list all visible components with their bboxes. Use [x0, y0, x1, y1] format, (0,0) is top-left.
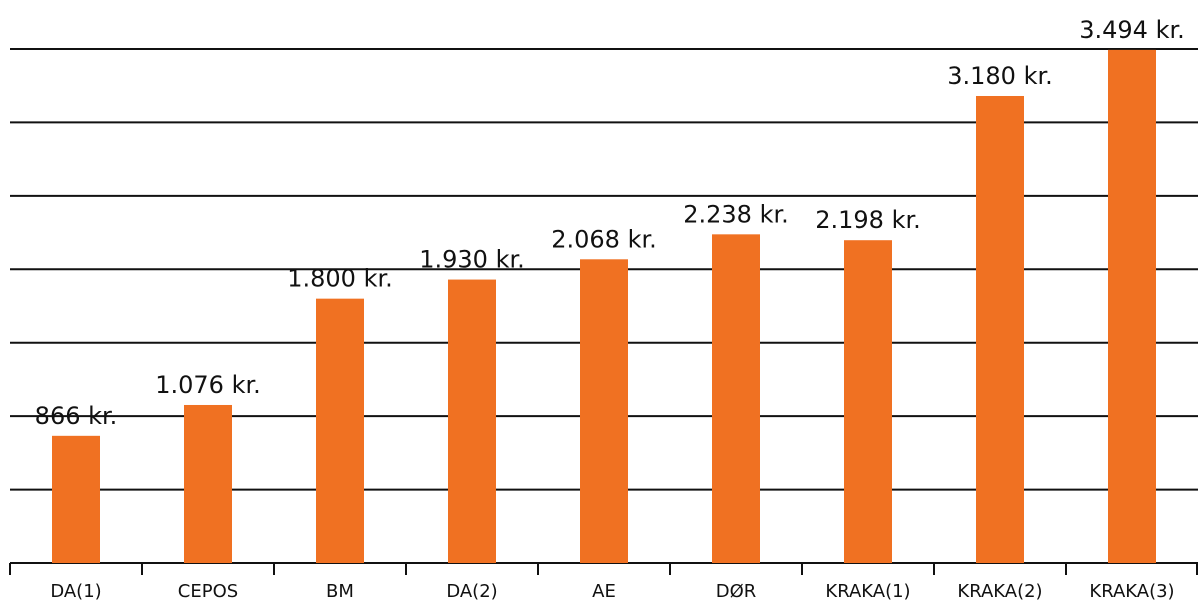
bar	[844, 240, 892, 563]
bar	[52, 435, 100, 563]
bar	[316, 298, 364, 563]
x-tick-label: DØR	[716, 581, 757, 602]
x-tick-label: KRAKA(3)	[1089, 581, 1174, 602]
bar	[580, 259, 628, 563]
value-label: 866 kr.	[35, 402, 118, 430]
bar	[184, 404, 232, 563]
value-label: 2.068 kr.	[551, 225, 657, 253]
bar	[976, 95, 1024, 563]
value-label: 1.930 kr.	[419, 246, 525, 274]
x-tick-label: KRAKA(1)	[825, 581, 910, 602]
bar	[448, 279, 496, 563]
value-label: 3.180 kr.	[947, 62, 1053, 90]
value-label: 1.076 kr.	[155, 371, 261, 399]
bar	[712, 234, 760, 563]
value-label: 2.238 kr.	[683, 200, 789, 228]
value-label: 3.494 kr.	[1079, 16, 1185, 44]
value-label: 2.198 kr.	[815, 206, 921, 234]
x-tick-label: AE	[592, 581, 616, 602]
x-tick-label: BM	[326, 581, 354, 602]
x-tick-label: DA(1)	[50, 581, 101, 602]
bar	[1108, 49, 1156, 563]
value-label: 1.800 kr.	[287, 265, 393, 293]
x-tick-label: CEPOS	[178, 581, 238, 602]
x-tick-label: KRAKA(2)	[957, 581, 1042, 602]
x-tick-label: DA(2)	[446, 581, 497, 602]
